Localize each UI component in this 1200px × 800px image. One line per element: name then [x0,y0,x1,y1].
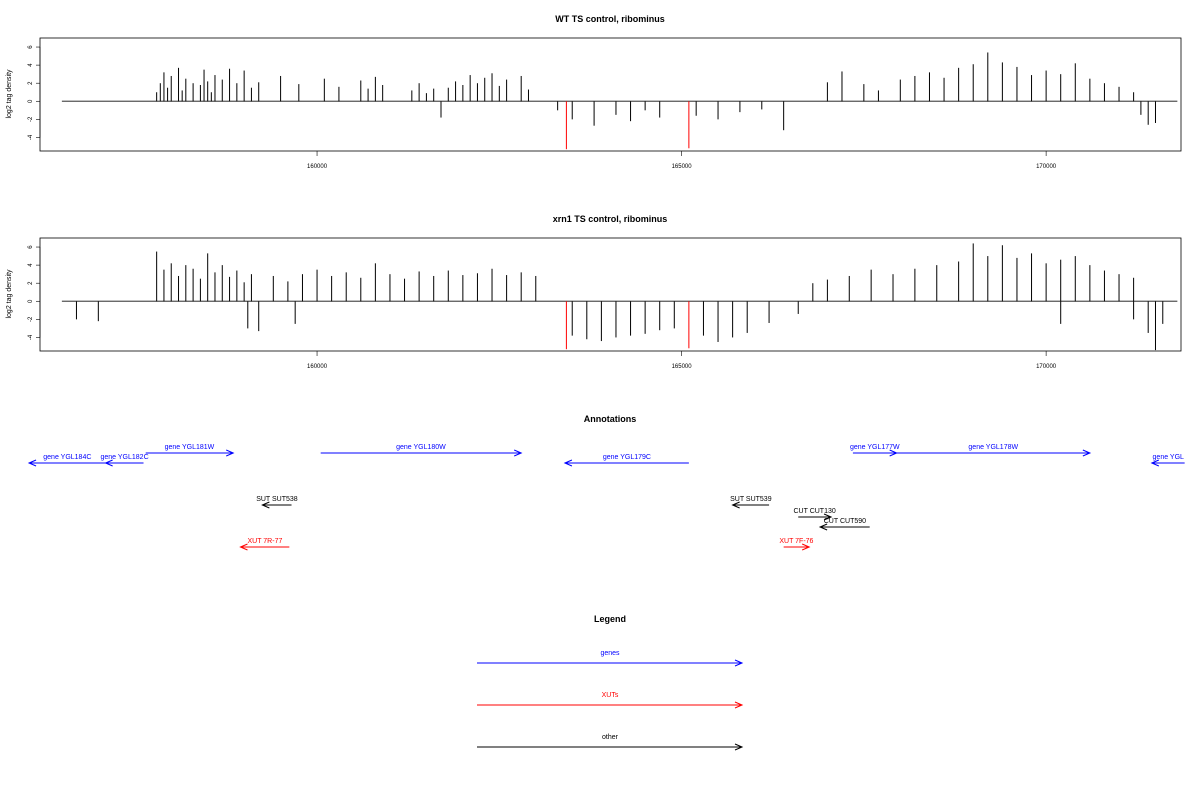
feature-arrow [239,543,290,551]
feature-label: gene YGL [1153,454,1185,461]
feature-label: CUT CUT590 [824,518,866,525]
feature-arrow [1150,459,1185,467]
x-tick-label: 160000 [307,164,328,170]
feature-arrow [104,459,144,467]
panel-wt-bars [61,52,1178,150]
feature-label: gene YGL182C [101,454,149,461]
annotations-title: Annotations [584,414,637,424]
feature-arrow [145,449,235,457]
feature-arrow [27,459,106,467]
x-tick-label: 160000 [307,364,328,370]
y-tick-label: 2 [28,281,34,285]
panel-wt-title: WT TS control, ribominus [555,14,665,24]
x-tick-label: 165000 [672,164,693,170]
y-tick-label: 0 [28,299,34,303]
panel-xrn1-title: xrn1 TS control, ribominus [553,214,668,224]
feature-label: gene YGL181W [165,444,215,451]
legend-label: XUTs [602,692,619,699]
panel-xrn1-ylabel: log2 tag density [6,269,13,319]
panel-xrn1-frame [39,237,1182,352]
panel-xrn1-yaxis: -4 -2 0 2 4 6 [28,245,41,340]
x-tick-label: 170000 [1036,164,1057,170]
panel-xrn1-bars [61,243,1178,351]
x-tick-label: 165000 [672,364,693,370]
annotation-features: gene YGL184C gene YGL182C gene YGL181W gene… [27,444,1185,551]
legend-label: other [602,734,619,741]
feature-label: gene YGL178W [968,444,1018,451]
y-tick-label: 4 [28,263,34,267]
feature-arrow [818,523,870,531]
panel-xrn1: xrn1 TS control, ribominus log2 tag dens… [6,214,1182,370]
y-tick-label: -2 [28,316,34,322]
legend-panel: Legend genes XUTs other [477,614,744,751]
feature-arrow [783,543,811,551]
y-tick-label: -2 [28,116,34,122]
panel-wt-yaxis: -4 -2 0 2 4 6 [28,45,41,140]
legend-arrow [477,659,744,667]
legend-label: genes [600,650,620,657]
legend-arrow [477,701,744,709]
y-tick-label: 4 [28,63,34,67]
y-tick-label: 2 [28,81,34,85]
legend-arrow [477,743,744,751]
y-tick-label: -4 [28,134,34,140]
feature-label: XUT 7F-76 [779,538,813,545]
feature-arrow [798,513,833,521]
feature-label: gene YGL180W [396,444,446,451]
feature-arrow [563,459,689,467]
feature-arrow [731,501,770,509]
feature-arrow [896,449,1092,457]
feature-label: XUT 7R-77 [247,538,282,545]
feature-label: gene YGL179C [603,454,651,461]
feature-label: CUT CUT130 [793,508,835,515]
legend-title: Legend [594,614,626,624]
y-tick-label: 0 [28,99,34,103]
panel-wt-ylabel: log2 tag density [6,69,13,119]
y-tick-label: -4 [28,334,34,340]
panel-wt: WT TS control, ribominus log2 tag densit… [6,14,1182,170]
feature-label: SUT SUT539 [730,496,772,503]
feature-label: gene YGL184C [43,454,91,461]
legend-entries: genes XUTs other [477,650,744,751]
feature-arrow [261,501,292,509]
y-tick-label: 6 [28,45,34,49]
panel-xrn1-xaxis: 160000 165000 170000 [307,351,1057,370]
feature-arrow [320,449,523,457]
feature-label: SUT SUT538 [256,496,298,503]
panel-wt-xaxis: 160000 165000 170000 [307,151,1057,170]
x-tick-label: 170000 [1036,364,1057,370]
y-tick-label: 6 [28,245,34,249]
feature-label: gene YGL177W [850,444,900,451]
annotations-panel: Annotations gene YGL184C gene YGL182Cgene… [27,414,1185,551]
